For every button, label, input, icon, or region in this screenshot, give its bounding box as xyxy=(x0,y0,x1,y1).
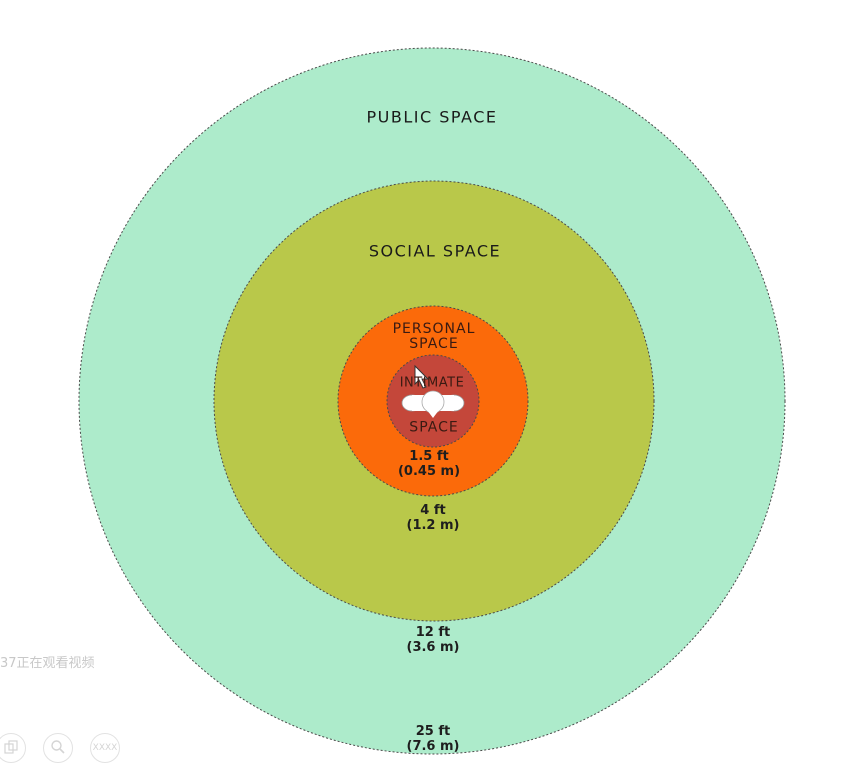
personal-distance-ft: 4 ft xyxy=(420,503,446,518)
social-distance-ft: 12 ft xyxy=(415,625,451,640)
public-distance-m: (7.6 m) xyxy=(406,739,460,754)
personal-space-title-line2: SPACE xyxy=(409,336,459,352)
more-icon-label: XXXX xyxy=(92,743,118,753)
public-distance-label: 25 ft (7.6 m) xyxy=(407,724,460,754)
public-space-title: PUBLIC SPACE xyxy=(366,107,498,127)
personal-distance-label: 4 ft (1.2 m) xyxy=(407,503,460,533)
personal-space-title: PERSONAL SPACE xyxy=(393,322,476,352)
copy-button[interactable] xyxy=(0,733,26,763)
zoom-icon xyxy=(50,739,66,758)
social-distance-label: 12 ft (3.6 m) xyxy=(407,625,460,655)
personal-space-title-line1: PERSONAL xyxy=(392,321,476,337)
social-distance-m: (3.6 m) xyxy=(406,640,460,655)
intimate-distance-m: (0.45 m) xyxy=(397,464,461,479)
zoom-button[interactable] xyxy=(43,733,73,763)
personal-distance-m: (1.2 m) xyxy=(406,518,460,533)
social-space-title: SOCIAL SPACE xyxy=(368,241,502,261)
viewer-count-text: 37正在观看视频 xyxy=(0,656,95,671)
intimate-space-title-line2: SPACE xyxy=(409,419,459,436)
mouse-cursor-icon xyxy=(414,364,430,389)
intimate-space-title-line1: INTIMATE xyxy=(399,375,465,391)
person-top-view-icon xyxy=(401,390,465,418)
copy-icon xyxy=(4,739,18,757)
intimate-distance-label: 1.5 ft (0.45 m) xyxy=(398,449,460,479)
public-distance-ft: 25 ft xyxy=(415,724,451,739)
intimate-distance-ft: 1.5 ft xyxy=(409,449,449,464)
more-button[interactable]: XXXX xyxy=(90,733,120,763)
